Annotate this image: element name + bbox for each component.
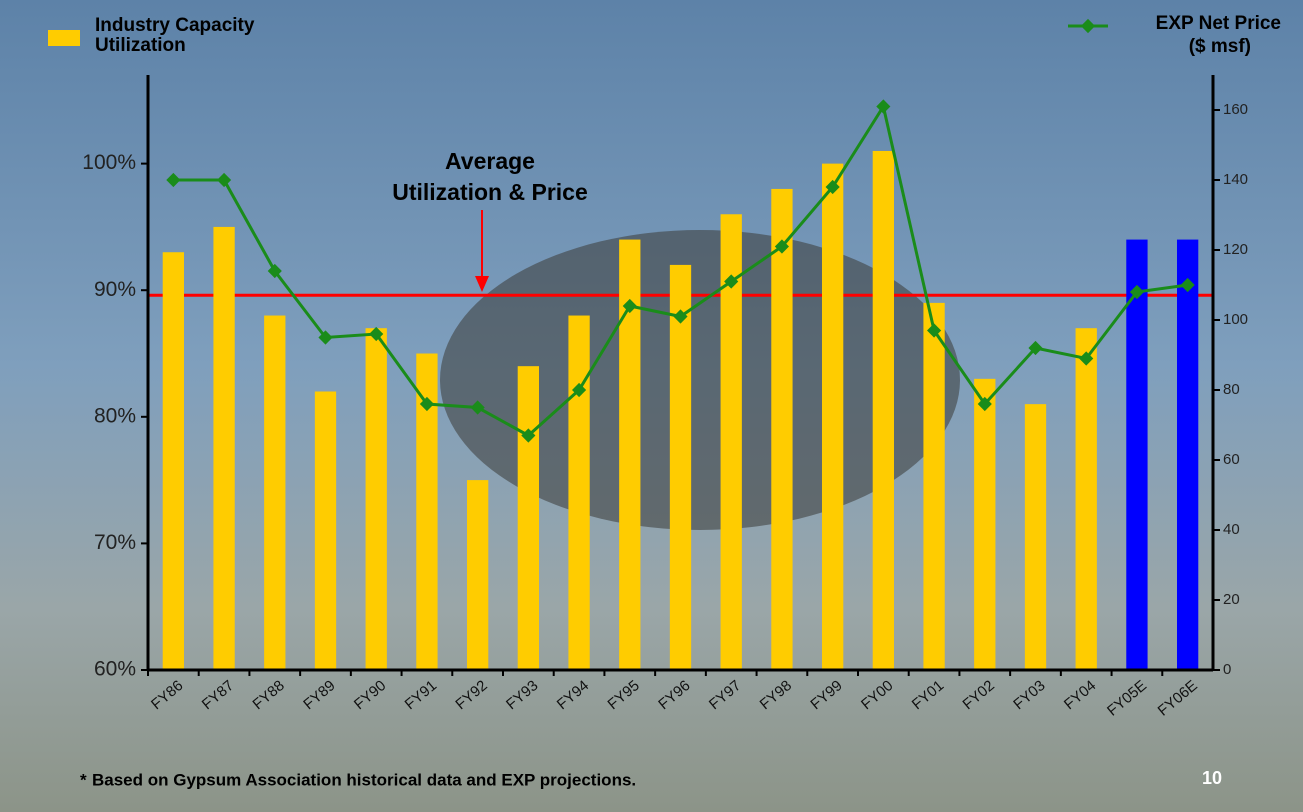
price-marker <box>318 330 333 345</box>
y2-tick-label: 140 <box>1223 171 1248 188</box>
x-tick-label: FY96 <box>655 677 693 713</box>
y2-tick-label: 100 <box>1223 311 1248 328</box>
price-marker <box>267 263 282 279</box>
bar <box>314 391 337 670</box>
y2-tick-label: 80 <box>1223 381 1240 398</box>
bar <box>517 366 540 670</box>
page-number: 10 <box>1202 768 1222 788</box>
price-marker <box>1180 277 1195 293</box>
legend-swatch <box>48 30 80 46</box>
x-tick-label: FY00 <box>858 677 896 713</box>
price-marker <box>927 323 942 338</box>
price-marker <box>521 428 536 443</box>
bar <box>1126 239 1148 670</box>
price-marker <box>724 274 739 289</box>
price-marker <box>419 396 434 412</box>
x-tick-label: FY90 <box>351 677 389 713</box>
x-tick-label: FY05E <box>1104 677 1150 720</box>
x-tick-label: FY98 <box>757 677 795 713</box>
x-tick-label: FY93 <box>503 677 541 713</box>
x-tick-label: FY88 <box>250 677 288 713</box>
x-tick-label: FY04 <box>1061 677 1099 713</box>
bar <box>416 353 438 670</box>
y2-tick-label: 40 <box>1223 521 1240 538</box>
x-tick-label: FY92 <box>452 677 490 713</box>
x-tick-label: FY95 <box>605 677 643 713</box>
legend-label: EXP Net Price <box>1155 13 1281 34</box>
price-marker <box>825 179 840 195</box>
x-tick-label: FY86 <box>148 677 186 713</box>
y2-tick-label: 120 <box>1223 241 1248 258</box>
bar <box>619 239 641 670</box>
bar <box>974 378 996 670</box>
x-tick-label: FY99 <box>807 677 845 713</box>
price-marker <box>369 326 384 342</box>
y-tick-label: 80% <box>94 404 136 427</box>
y-tick-label: 60% <box>94 658 136 681</box>
y-tick-label: 90% <box>94 278 136 301</box>
bar <box>466 480 489 670</box>
x-tick-label: FY06E <box>1155 677 1201 720</box>
price-marker <box>977 396 992 412</box>
x-tick-label: FY01 <box>909 677 947 713</box>
price-marker <box>774 239 789 254</box>
y-tick-label: 100% <box>82 151 136 174</box>
price-marker <box>1028 340 1043 356</box>
price-marker <box>217 172 232 188</box>
bar <box>872 150 895 670</box>
y-tick-label: 70% <box>94 531 136 554</box>
bar <box>1075 328 1097 670</box>
legend-marker <box>1080 18 1096 34</box>
x-tick-label: FY91 <box>402 677 440 713</box>
y2-tick-label: 160 <box>1223 101 1248 118</box>
x-tick-label: FY89 <box>300 677 338 713</box>
footnote: Based on Gypsum Association historical d… <box>92 770 636 789</box>
bar <box>264 315 286 670</box>
bar <box>213 226 235 670</box>
annotation-line: Utilization & Price <box>392 179 588 205</box>
price-marker <box>876 99 891 114</box>
bar <box>365 328 387 670</box>
bar <box>1024 404 1047 670</box>
bar <box>1176 239 1199 670</box>
annotation-arrowhead <box>475 276 489 292</box>
price-marker <box>572 382 587 398</box>
bar <box>720 214 742 671</box>
bar <box>821 163 844 671</box>
bar <box>568 315 590 670</box>
x-tick-label: FY02 <box>960 677 998 713</box>
x-tick-label: FY03 <box>1010 677 1048 713</box>
x-tick-label: FY94 <box>554 677 592 713</box>
price-marker <box>1079 351 1094 366</box>
bar <box>669 264 692 670</box>
price-marker <box>470 400 485 415</box>
price-marker <box>166 172 181 188</box>
y2-tick-label: 0 <box>1223 661 1231 678</box>
bar <box>162 252 185 670</box>
bar <box>923 302 945 670</box>
legend-label: Industry Capacity Utilization <box>95 15 255 56</box>
x-tick-label: FY87 <box>199 677 237 713</box>
price-marker <box>622 298 637 314</box>
footnote-marker: * <box>80 770 87 789</box>
y2-tick-label: 60 <box>1223 451 1240 468</box>
x-tick-label: FY97 <box>706 677 744 713</box>
price-marker <box>673 309 688 324</box>
annotation-line: Average <box>445 148 535 174</box>
bar <box>771 188 793 671</box>
y2-axis-label: ($ msf) <box>1188 36 1251 57</box>
price-marker <box>1129 284 1144 300</box>
y2-tick-label: 20 <box>1223 591 1240 608</box>
